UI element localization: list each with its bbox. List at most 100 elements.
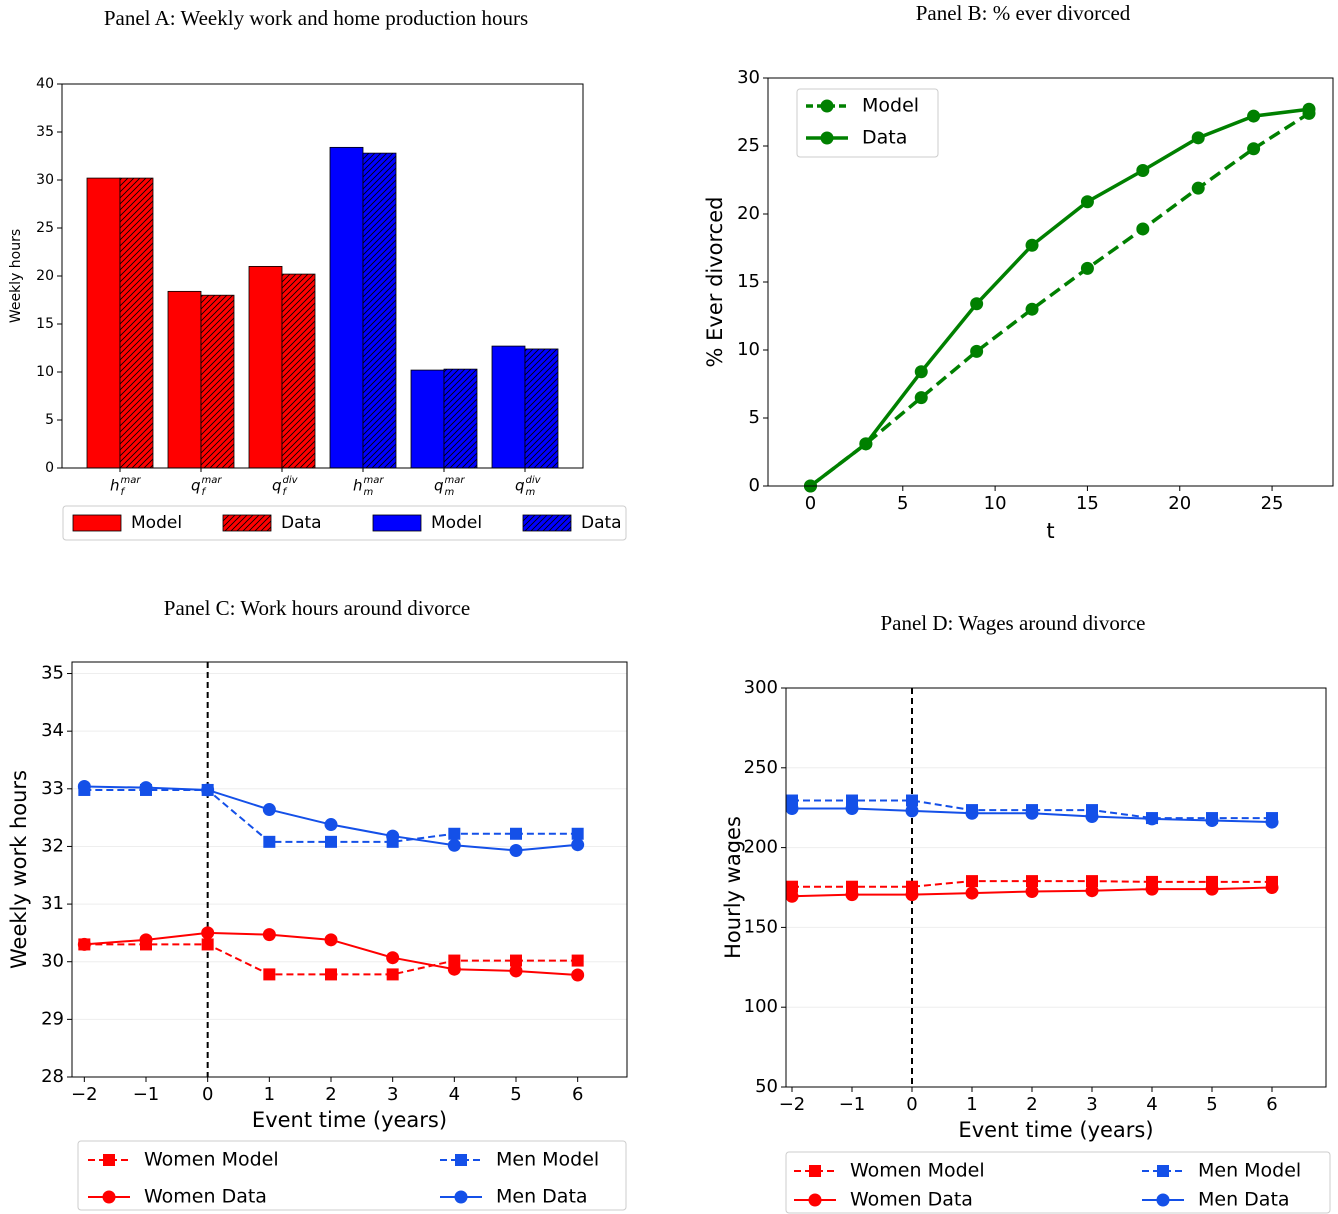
x-tick-label: 6 xyxy=(1266,1094,1277,1115)
marker xyxy=(447,838,461,852)
bar xyxy=(329,146,364,469)
bar xyxy=(86,177,121,469)
x-tick-sup: div xyxy=(526,475,542,486)
chart-title: Panel B: % ever divorced xyxy=(916,1,1131,25)
y-axis-label: % Ever divorced xyxy=(703,197,727,368)
panel: Panel A: Weekly work and home production… xyxy=(8,6,627,541)
chart-title: Panel C: Work hours around divorce xyxy=(164,596,470,620)
legend-label: Women Data xyxy=(850,1189,973,1211)
y-tick-label: 31 xyxy=(41,893,64,914)
marker xyxy=(1191,181,1205,195)
marker xyxy=(77,780,91,793)
marker xyxy=(970,297,984,311)
x-tick-label: 5 xyxy=(1206,1094,1217,1115)
y-tick-label: 20 xyxy=(36,268,54,284)
marker xyxy=(139,933,153,947)
marker xyxy=(509,843,523,857)
marker xyxy=(820,131,834,145)
marker xyxy=(1080,261,1094,275)
marker xyxy=(1026,875,1038,888)
legend-label: Women Model xyxy=(144,1149,279,1171)
marker xyxy=(103,1154,115,1166)
marker xyxy=(454,1190,468,1204)
marker xyxy=(1205,813,1219,827)
marker xyxy=(786,880,798,893)
marker xyxy=(262,803,276,817)
x-tick-label: 4 xyxy=(1146,1094,1157,1115)
chart-title: Panel A: Weekly work and home production… xyxy=(104,6,528,30)
marker xyxy=(1265,881,1279,894)
series-line xyxy=(792,880,1272,888)
marker xyxy=(905,804,919,818)
x-tick-label: 5 xyxy=(510,1084,521,1105)
marker xyxy=(820,99,834,113)
x-tick-sub: f xyxy=(202,487,207,498)
legend-box xyxy=(77,1140,627,1211)
marker xyxy=(1025,302,1039,316)
plot-frame xyxy=(61,83,584,469)
x-tick-label: 20 xyxy=(1168,493,1191,514)
marker xyxy=(263,835,276,848)
x-tick-label: q xyxy=(272,477,282,495)
y-tick-label: 10 xyxy=(737,339,760,360)
x-tick-label: q xyxy=(434,477,444,495)
marker xyxy=(965,886,979,900)
y-tick-label: 0 xyxy=(45,460,54,476)
x-tick-label: 15 xyxy=(1076,493,1099,514)
y-tick-label: 33 xyxy=(41,778,64,799)
y-tick-label: 5 xyxy=(45,412,54,428)
marker xyxy=(1085,884,1099,898)
x-tick-label: 3 xyxy=(387,1084,398,1105)
legend-swatch xyxy=(72,514,122,532)
series-line xyxy=(809,107,1310,488)
panel: Panel C: Work hours around divorce282930… xyxy=(7,596,628,1211)
x-tick-label: 2 xyxy=(325,1084,336,1105)
legend-label: Men Data xyxy=(496,1186,588,1208)
y-tick-label: 35 xyxy=(41,663,64,684)
x-tick-label: q xyxy=(515,477,525,495)
marker xyxy=(785,889,799,903)
marker xyxy=(1145,882,1159,896)
marker xyxy=(325,835,337,848)
bar xyxy=(524,348,559,469)
series-line xyxy=(809,111,1310,488)
y-tick-label: 250 xyxy=(744,757,778,778)
x-tick-label: 5 xyxy=(897,493,908,514)
y-tick-label: 20 xyxy=(737,203,760,224)
y-tick-label: 40 xyxy=(36,76,54,92)
legend-box xyxy=(62,505,627,541)
x-tick-label: 25 xyxy=(1261,493,1284,514)
marker xyxy=(1025,238,1039,252)
legend-label: Data xyxy=(581,513,622,533)
marker xyxy=(808,1193,822,1207)
x-tick-label: 0 xyxy=(906,1094,917,1115)
plot-frame xyxy=(767,77,1334,487)
legend-swatch xyxy=(522,514,572,532)
x-axis-label: Event time (years) xyxy=(252,1108,447,1132)
legend-label: Model xyxy=(431,513,482,533)
bar xyxy=(248,265,283,469)
marker xyxy=(1247,142,1261,156)
x-tick-sup: mar xyxy=(202,475,223,486)
x-tick-sup: mar xyxy=(445,475,466,486)
y-tick-label: 150 xyxy=(744,916,778,937)
y-tick-label: 25 xyxy=(737,135,760,156)
x-tick-sup: div xyxy=(283,475,299,486)
bar xyxy=(491,345,526,469)
marker xyxy=(809,1165,821,1177)
x-tick-label: 0 xyxy=(202,1084,213,1105)
legend-swatch xyxy=(222,514,272,532)
legend-label: Men Model xyxy=(496,1149,599,1171)
legend-label: Women Model xyxy=(850,1160,985,1182)
bar xyxy=(281,273,316,469)
marker xyxy=(386,829,400,843)
x-tick-label: −1 xyxy=(839,1094,866,1115)
x-tick-sub: f xyxy=(121,487,126,498)
marker xyxy=(1025,806,1039,820)
y-tick-label: 50 xyxy=(755,1076,778,1097)
marker xyxy=(965,806,979,820)
panel: Panel D: Wages around divorce50100150200… xyxy=(721,611,1331,1214)
marker xyxy=(324,933,338,947)
y-tick-label: 30 xyxy=(36,172,54,188)
